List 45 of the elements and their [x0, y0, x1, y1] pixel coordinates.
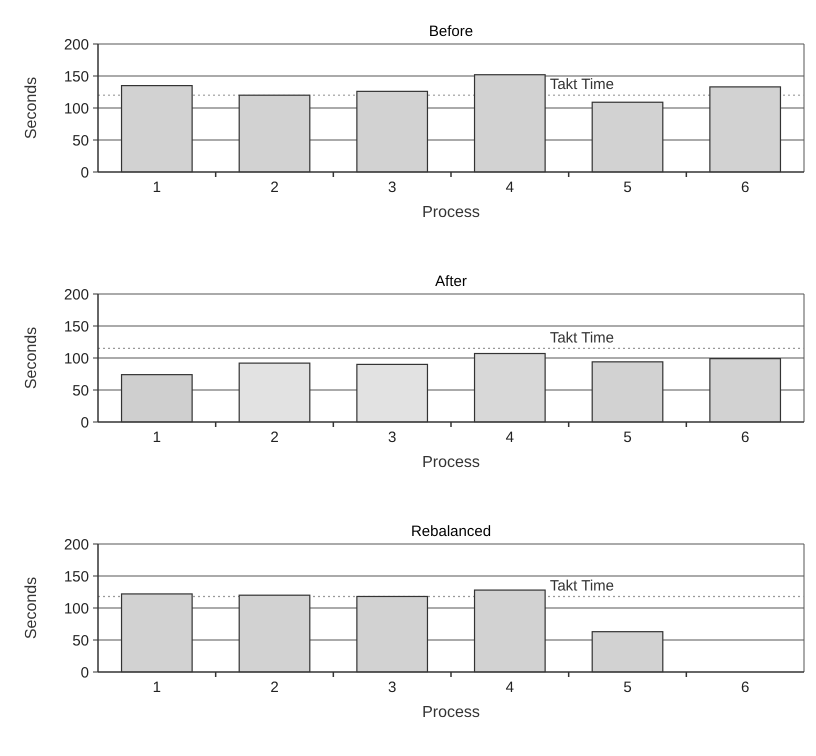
y-tick-label: 200 [64, 36, 89, 54]
x-tick-label: 6 [740, 679, 750, 696]
x-tick-label: 4 [506, 179, 514, 196]
ref-line-label: Takt Time [550, 76, 614, 94]
y-tick-label: 150 [64, 568, 89, 586]
x-tick-label: 5 [623, 679, 632, 696]
y-tick-label: 200 [64, 536, 89, 554]
chart-title: After [435, 273, 467, 290]
x-tick-label: 1 [152, 429, 162, 446]
x-tick-label: 1 [152, 679, 162, 696]
x-tick-label: 3 [388, 679, 396, 696]
chart-title: Before [428, 23, 474, 40]
y-tick-label: 150 [64, 318, 89, 336]
chart-title: Rebalanced [410, 523, 492, 540]
y-tick-label: 100 [64, 600, 89, 618]
x-tick-label: 4 [506, 679, 514, 696]
y-axis-title: Seconds [23, 326, 40, 390]
x-tick-label: 6 [740, 429, 750, 446]
x-tick-label: 3 [388, 429, 396, 446]
y-tick-label: 50 [72, 632, 89, 650]
y-tick-label: 50 [72, 132, 89, 150]
y-axis-title: Seconds [23, 76, 40, 140]
y-tick-label: 200 [64, 286, 89, 304]
x-tick-label: 2 [270, 179, 279, 196]
x-tick-label: 4 [506, 429, 514, 446]
y-tick-label: 0 [80, 664, 89, 682]
x-tick-label: 6 [740, 179, 750, 196]
x-tick-label: 2 [270, 429, 279, 446]
x-axis-title: Process [422, 204, 480, 221]
ref-line-label: Takt Time [550, 329, 614, 346]
y-tick-label: 100 [64, 350, 89, 368]
x-tick-label: 2 [270, 679, 279, 696]
y-tick-label: 0 [80, 164, 89, 182]
y-tick-label: 150 [64, 68, 89, 86]
y-tick-label: 50 [72, 382, 89, 400]
x-tick-label: 5 [623, 429, 632, 446]
x-tick-label: 5 [623, 179, 632, 196]
ref-line-label: Takt Time [550, 577, 614, 594]
y-axis-title: Seconds [23, 576, 40, 640]
x-axis-title: Process [422, 704, 480, 721]
x-axis-title: Process [422, 454, 480, 471]
y-tick-label: 100 [64, 100, 89, 118]
y-tick-label: 0 [80, 414, 89, 432]
x-tick-label: 1 [152, 179, 162, 196]
x-tick-label: 3 [388, 179, 396, 196]
